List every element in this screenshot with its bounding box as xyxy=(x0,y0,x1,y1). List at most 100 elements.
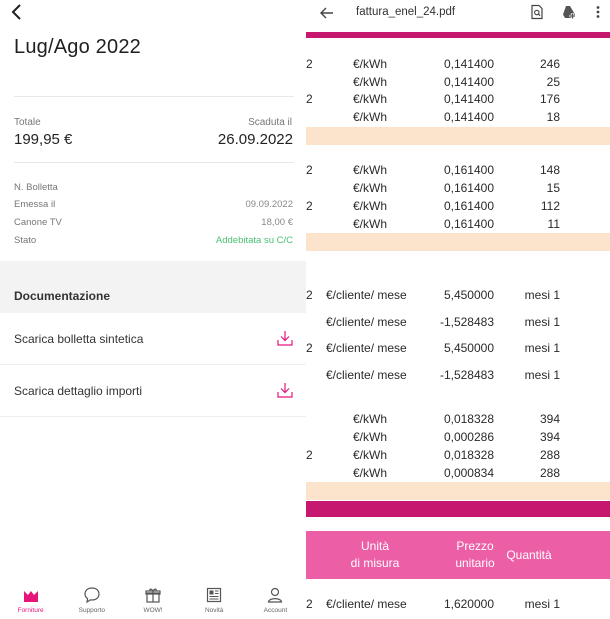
row-unit: €/cliente/ mese xyxy=(326,368,407,382)
nav-account-label: Account xyxy=(263,607,288,614)
header-price-line1: Prezzo xyxy=(456,539,494,553)
header-unit-line2: di misura xyxy=(350,556,400,570)
more-vert-icon[interactable] xyxy=(590,4,606,20)
gift-icon xyxy=(145,588,161,603)
back-button[interactable] xyxy=(6,0,28,24)
search-in-doc-icon[interactable] xyxy=(529,4,545,20)
row-price: 0,018328 xyxy=(443,412,494,426)
row-unit: €/kWh xyxy=(353,163,388,177)
table-row: 2 €/kWh 0,018328 288 xyxy=(306,448,610,465)
documentation-header xyxy=(0,261,306,313)
row-lead: 2 xyxy=(306,597,313,611)
table-row: €/kWh 0,161400 11 xyxy=(306,217,610,234)
news-icon xyxy=(207,587,222,603)
due-date-value: 26.09.2022 xyxy=(217,131,293,148)
header-qty: Quantità xyxy=(506,548,552,562)
chevron-left-icon xyxy=(11,4,21,20)
nav-novita[interactable]: Novità xyxy=(184,580,245,619)
row-price: -1,528483 xyxy=(439,315,494,329)
row-unit: €/kWh xyxy=(353,199,388,213)
due-date-label: Scaduta il xyxy=(248,117,292,128)
table-row: 2 €/cliente/ mese 5,450000 mesi 1 xyxy=(306,341,610,358)
row-unit: €/kWh xyxy=(353,57,388,71)
row-unit: €/kWh xyxy=(353,448,388,462)
pdf-toolbar: fattura_enel_24.pdf xyxy=(306,0,610,28)
table-row: €/kWh 0,141400 25 xyxy=(306,75,610,92)
nav-wow[interactable]: WOW! xyxy=(122,580,183,619)
table-row: €/cliente/ mese -1,528483 mesi 1 xyxy=(306,315,610,332)
row-qty: 15 xyxy=(546,181,560,195)
row-price: 0,161400 xyxy=(443,181,494,195)
row-price: 0,141400 xyxy=(443,92,494,106)
row-lead: 2 xyxy=(306,288,313,302)
table-row: €/kWh 0,018328 394 xyxy=(306,412,610,429)
table-row: 2 €/kWh 0,161400 148 xyxy=(306,163,610,180)
row-unit: €/kWh xyxy=(353,75,388,89)
row-qty: 288 xyxy=(539,448,560,462)
row-price: 5,450000 xyxy=(443,288,494,302)
bottom-navigation: Forniture Supporto WOW! Novità Account xyxy=(0,580,306,619)
table-row: €/cliente/ mese -1,528483 mesi 1 xyxy=(306,368,610,385)
total-label: Totale xyxy=(14,117,41,128)
row-qty: mesi 1 xyxy=(524,597,560,611)
row-price: 0,141400 xyxy=(443,110,494,124)
row-unit: €/cliente/ mese xyxy=(326,597,407,611)
chat-icon xyxy=(84,587,100,604)
row-qty: 112 xyxy=(540,199,560,213)
download-icon[interactable] xyxy=(276,381,294,399)
documentation-title: Documentazione xyxy=(14,289,111,303)
row-unit: €/cliente/ mese xyxy=(326,315,407,329)
row-qty: 394 xyxy=(539,430,560,444)
subtotal-band xyxy=(306,127,610,145)
row-price: 0,141400 xyxy=(443,75,494,89)
download-icon[interactable] xyxy=(276,329,294,347)
row-lead: 2 xyxy=(306,92,313,106)
row-lead: 2 xyxy=(306,341,313,355)
header-price: Prezzo unitario xyxy=(450,538,500,572)
tv-fee-label: Canone TV xyxy=(14,217,62,228)
row-qty: 176 xyxy=(539,92,560,106)
arrow-left-icon[interactable] xyxy=(318,4,336,22)
download-detail-row[interactable]: Scarica dettaglio importi xyxy=(0,365,306,417)
nav-wow-label: WOW! xyxy=(143,607,163,614)
row-unit: €/cliente/ mese xyxy=(326,341,407,355)
row-qty: mesi 1 xyxy=(524,368,560,382)
row-lead: 2 xyxy=(306,163,313,177)
status-value: Addebitata su C/C xyxy=(215,235,293,246)
table-row: 2 €/kWh 0,141400 176 xyxy=(306,92,610,109)
row-price: 0,161400 xyxy=(443,199,494,213)
download-summary-bill-label: Scarica bolletta sintetica xyxy=(14,332,144,346)
header-unit: Unità di misura xyxy=(346,538,404,572)
row-unit: €/kWh xyxy=(353,466,388,480)
issued-label: Emessa il xyxy=(14,199,56,210)
download-summary-bill-row[interactable]: Scarica bolletta sintetica xyxy=(0,313,306,365)
row-price: 0,000286 xyxy=(443,430,494,444)
row-qty: 148 xyxy=(539,163,560,177)
nav-forniture-label: Forniture xyxy=(17,607,44,614)
row-lead: 2 xyxy=(306,448,313,462)
issued-value: 09.09.2022 xyxy=(245,199,293,210)
nav-account[interactable]: Account xyxy=(245,580,306,619)
page-title: Lug/Ago 2022 xyxy=(14,36,141,58)
row-price: 5,450000 xyxy=(443,341,494,355)
row-unit: €/kWh xyxy=(353,412,388,426)
table-row: 2 €/cliente/ mese 1,620000 mesi 1 xyxy=(306,597,610,614)
row-qty: 288 xyxy=(539,466,560,480)
pdf-section-bar xyxy=(306,32,610,38)
pdf-filename: fattura_enel_24.pdf xyxy=(356,6,456,18)
pdf-viewer: fattura_enel_24.pdf 2 €/kWh 0,141400 246… xyxy=(306,0,610,619)
drive-add-icon[interactable] xyxy=(561,4,577,20)
row-unit: €/cliente/ mese xyxy=(326,288,407,302)
row-price: 0,000834 xyxy=(443,466,494,480)
status-label: Stato xyxy=(14,235,37,246)
bill-detail-panel: Lug/Ago 2022 Totale 199,95 € Scaduta il … xyxy=(0,0,306,619)
user-icon xyxy=(268,587,283,603)
row-qty: 394 xyxy=(539,412,560,426)
subtotal-band xyxy=(306,482,610,500)
row-qty: mesi 1 xyxy=(524,315,560,329)
row-price: 0,141400 xyxy=(443,57,494,71)
nav-supporto[interactable]: Supporto xyxy=(61,580,122,619)
home-icon xyxy=(23,591,38,602)
nav-forniture[interactable]: Forniture xyxy=(0,580,61,619)
row-qty: 18 xyxy=(546,110,560,124)
